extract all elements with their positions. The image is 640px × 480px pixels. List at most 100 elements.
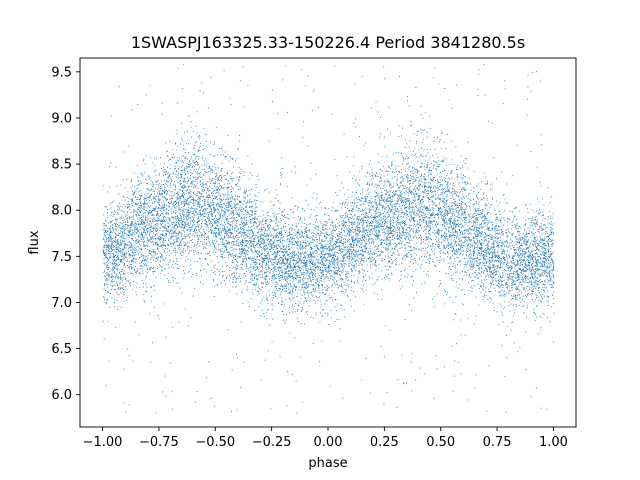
data-point xyxy=(161,234,163,236)
data-point xyxy=(409,217,411,219)
data-point xyxy=(490,282,492,284)
data-point xyxy=(141,209,143,211)
data-point xyxy=(116,225,118,227)
data-point xyxy=(117,255,119,257)
data-point xyxy=(411,217,413,219)
data-point xyxy=(450,256,452,258)
data-point xyxy=(536,266,538,268)
data-point xyxy=(215,233,216,235)
data-point xyxy=(409,208,411,210)
data-point xyxy=(377,153,379,155)
data-point xyxy=(184,308,186,310)
data-point xyxy=(480,211,482,213)
data-point xyxy=(483,214,485,216)
data-point xyxy=(203,215,205,217)
data-point xyxy=(354,228,356,230)
data-point xyxy=(133,195,135,197)
data-point xyxy=(324,254,325,256)
data-point xyxy=(452,279,454,281)
data-point xyxy=(226,193,228,195)
data-point xyxy=(319,262,321,264)
data-point xyxy=(491,279,493,281)
data-point xyxy=(160,220,162,222)
data-point xyxy=(426,239,428,241)
data-point xyxy=(197,173,199,175)
data-point xyxy=(161,187,163,189)
data-point xyxy=(248,282,250,283)
data-point xyxy=(406,215,408,217)
data-point xyxy=(332,225,334,227)
data-point xyxy=(106,283,108,285)
data-point xyxy=(423,183,425,185)
data-point xyxy=(371,260,373,262)
data-point xyxy=(227,230,228,232)
data-point xyxy=(155,174,157,176)
data-point xyxy=(296,287,297,288)
data-point xyxy=(381,278,383,280)
data-point xyxy=(137,223,139,225)
data-point xyxy=(223,230,224,232)
data-point xyxy=(377,220,379,222)
data-point xyxy=(360,200,362,202)
data-point xyxy=(105,262,107,264)
data-point xyxy=(183,201,185,203)
data-point xyxy=(111,238,113,240)
data-point xyxy=(516,270,518,272)
data-point xyxy=(299,219,301,221)
data-point xyxy=(276,189,277,191)
data-point xyxy=(131,273,133,275)
data-point xyxy=(412,231,414,233)
data-point xyxy=(434,67,436,69)
data-point xyxy=(121,228,123,229)
data-point xyxy=(272,281,274,283)
data-point xyxy=(206,216,208,218)
data-point xyxy=(122,223,124,225)
data-point xyxy=(172,231,174,233)
data-point xyxy=(420,201,422,203)
data-point xyxy=(169,282,171,283)
data-point xyxy=(216,284,218,285)
data-point xyxy=(531,293,533,294)
data-point xyxy=(418,208,420,210)
data-point xyxy=(190,240,192,242)
data-point xyxy=(410,125,412,127)
data-point xyxy=(153,285,154,287)
data-point xyxy=(112,220,114,222)
data-point xyxy=(470,199,472,201)
data-point xyxy=(452,266,454,267)
data-point xyxy=(184,200,186,202)
data-point xyxy=(329,255,331,257)
data-point xyxy=(336,210,337,212)
data-point xyxy=(242,242,244,244)
data-point xyxy=(255,213,257,215)
data-point xyxy=(139,207,141,209)
data-point xyxy=(522,270,524,272)
data-point xyxy=(184,159,186,161)
data-point xyxy=(254,212,256,214)
data-point xyxy=(439,198,441,200)
data-point xyxy=(389,233,391,235)
data-point xyxy=(339,285,341,287)
data-point xyxy=(434,264,436,266)
data-point xyxy=(127,200,129,202)
data-point xyxy=(209,225,211,227)
data-point xyxy=(186,215,188,217)
data-point xyxy=(491,276,493,278)
data-point xyxy=(141,268,143,270)
data-point xyxy=(197,239,199,240)
data-point xyxy=(254,277,255,279)
data-point xyxy=(188,207,190,209)
data-point xyxy=(505,202,507,204)
data-point xyxy=(409,261,411,263)
data-point xyxy=(345,243,347,245)
data-point xyxy=(240,387,242,389)
data-point xyxy=(501,245,503,247)
data-point xyxy=(231,232,233,234)
data-point xyxy=(375,235,377,237)
data-point xyxy=(297,244,299,245)
data-point xyxy=(468,176,470,178)
data-point xyxy=(488,227,490,229)
data-point xyxy=(120,255,122,257)
data-point xyxy=(180,225,182,227)
data-point xyxy=(454,185,456,187)
